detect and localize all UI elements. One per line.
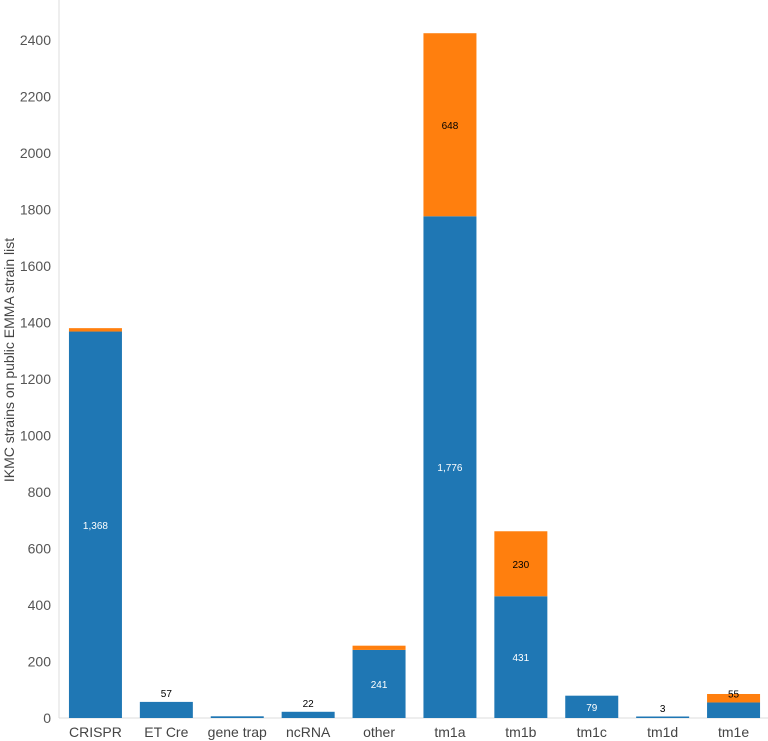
y-axis-ticks: 0 200 400 600 800 1000 1200 1400 1600 1800 2000 220…: [20, 32, 51, 726]
bar-segment-et-cre-0: [139, 701, 193, 718]
y-tick-label: 1200: [20, 371, 51, 387]
x-category-label: tm1b: [505, 724, 536, 740]
bar-segment-tm1e-0: [707, 702, 761, 718]
bar-segment-tm1b-0: [494, 596, 548, 718]
bar-segment-tm1a-0: [423, 216, 477, 718]
bars: [68, 33, 761, 718]
bar-segment-tm1e-1: [707, 693, 761, 703]
bar-data-label: 55: [728, 689, 740, 700]
bar-segment-tm1c-0: [565, 695, 619, 718]
x-axis-labels: CRISPR ET Cre gene trap ncRNA other tm1a tm1b t…: [69, 724, 749, 740]
y-tick-label: 2000: [20, 145, 51, 161]
bar-segment-tm1a-1: [423, 33, 477, 217]
y-tick-label: 1400: [20, 315, 51, 331]
x-category-label: tm1e: [718, 724, 749, 740]
y-tick-label: 600: [28, 541, 52, 557]
bar-data-label: 3: [660, 704, 666, 715]
bar-segment-gene-trap-0: [210, 716, 264, 718]
bar-segment-tm1b-1: [494, 531, 548, 597]
x-category-label: CRISPR: [69, 724, 122, 740]
y-tick-label: 400: [28, 597, 52, 613]
bar-data-label: 241: [371, 680, 388, 691]
y-axis-title: IKMC strains on public EMMA strain list: [1, 238, 17, 482]
bar-segment-tm1d-0: [636, 716, 690, 718]
y-tick-label: 0: [43, 710, 51, 726]
bar-data-label: 57: [161, 689, 173, 700]
x-category-label: ET Cre: [144, 724, 188, 740]
bar-data-label: 431: [513, 653, 530, 664]
x-category-label: tm1d: [647, 724, 678, 740]
x-category-label: tm1a: [434, 724, 465, 740]
y-tick-label: 200: [28, 654, 52, 670]
x-category-label: tm1c: [577, 724, 607, 740]
bar-segment-other-1: [352, 645, 406, 650]
bar-data-label: 79: [586, 703, 598, 714]
x-category-label: ncRNA: [286, 724, 331, 740]
bar-segment-ncrna-0: [281, 711, 335, 718]
bar-data-label: 1,368: [83, 521, 108, 532]
x-category-label: other: [363, 724, 395, 740]
y-tick-label: 2400: [20, 32, 51, 48]
y-tick-label: 2200: [20, 89, 51, 105]
bar-data-labels: 1,368 57 22 241 1,776 648 431 230 79 3 55: [83, 121, 740, 715]
x-category-label: gene trap: [208, 724, 267, 740]
bar-data-label: 230: [513, 560, 530, 571]
bar-segment-other-0: [352, 649, 406, 718]
bar-data-label: 1,776: [437, 463, 462, 474]
bar-data-label: 648: [442, 121, 459, 132]
bar-segment-crispr-0: [68, 331, 122, 718]
bar-data-label: 22: [303, 699, 315, 710]
bar-segment-crispr-1: [68, 328, 122, 332]
y-tick-label: 1800: [20, 202, 51, 218]
y-tick-label: 1000: [20, 428, 51, 444]
y-tick-label: 1600: [20, 258, 51, 274]
y-tick-label: 800: [28, 484, 52, 500]
